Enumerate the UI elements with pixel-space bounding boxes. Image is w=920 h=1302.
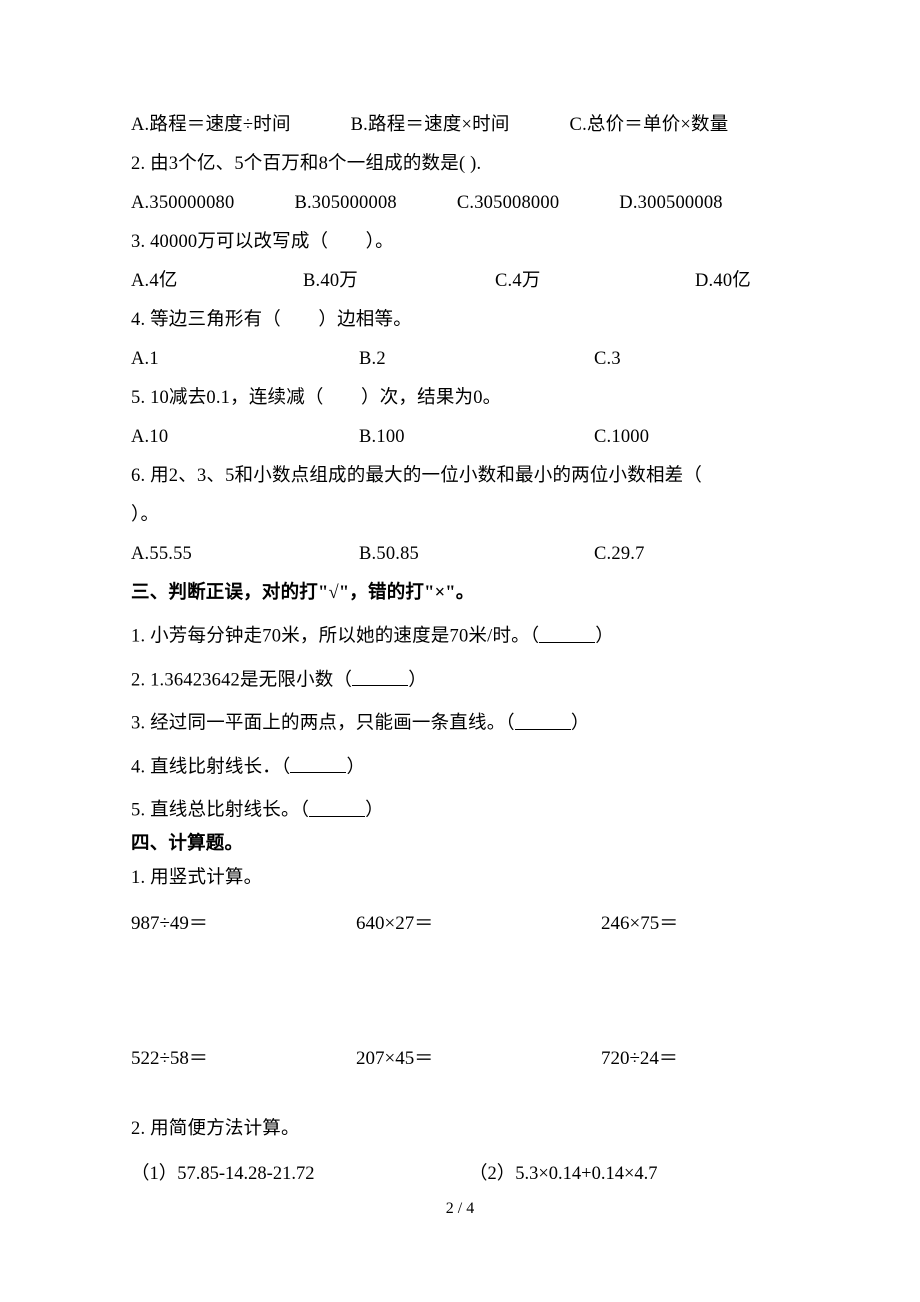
q2-optB: B.305000008 [294,194,396,213]
q2-optA: A.350000080 [131,194,234,213]
page-content: A.路程＝速度÷时间 B.路程＝速度×时间 C.总价＝单价×数量 2. 由3个亿… [131,116,789,1205]
q6-stem1: 6. 用2、3、5和小数点组成的最大的一位小数和最小的两位小数相差（ [131,467,789,486]
q3-options: A.4亿 B.40万 C.4万 D.40亿 [131,272,789,291]
q1-options: A.路程＝速度÷时间 B.路程＝速度×时间 C.总价＝单价×数量 [131,116,789,135]
calc-row1: 987÷49＝ 640×27＝ 246×75＝ [131,908,789,935]
section4-sub2: 2. 用简便方法计算。 [131,1120,789,1139]
q4-options: A.1 B.2 C.3 [131,350,789,369]
calc-row2: 522÷58＝ 207×45＝ 720÷24＝ [131,1043,789,1070]
convenience-row: （1）57.85-14.28-21.72 （2）5.3×0.14+0.14×4.… [131,1159,789,1185]
calc6: 720÷24＝ [601,1043,678,1070]
blank-icon [352,668,408,687]
page-number: 2 / 4 [0,1200,920,1218]
blank-icon [290,755,346,774]
q5-optC: C.1000 [594,428,649,447]
q4-stem: 4. 等边三角形有（ ）边相等。 [131,311,789,330]
calc3: 246×75＝ [601,908,678,935]
q3-optD: D.40亿 [695,272,751,291]
q2-optD: D.300500008 [619,194,722,213]
q1-optA: A.路程＝速度÷时间 [131,116,291,135]
conv1: （1）57.85-14.28-21.72 [131,1159,469,1185]
q5-options: A.10 B.100 C.1000 [131,428,789,447]
calc2: 640×27＝ [356,908,601,935]
conv2: （2）5.3×0.14+0.14×4.7 [469,1159,658,1185]
q5-optA: A.10 [131,428,359,447]
q5-stem: 5. 10减去0.1，连续减（ ）次，结果为0。 [131,389,789,408]
q1-optC: C.总价＝单价×数量 [570,116,729,135]
q4-optC: C.3 [594,350,621,369]
judge2: 2. 1.36423642是无限小数（） [131,667,789,690]
q4-optB: B.2 [359,350,594,369]
q3-optA: A.4亿 [131,272,303,291]
section4-sub1: 1. 用竖式计算。 [131,869,789,888]
q6-optA: A.55.55 [131,545,359,564]
blank-icon [539,624,595,643]
q2-optC: C.305008000 [457,194,559,213]
q3-optC: C.4万 [495,272,695,291]
q3-stem: 3. 40000万可以改写成（ ）。 [131,233,789,252]
q2-stem: 2. 由3个亿、5个百万和8个一组成的数是( ). [131,155,789,174]
q6-stem2: ）。 [131,506,789,525]
judge4: 4. 直线比射线长．（） [131,754,789,777]
section3-title: 三、判断正误，对的打"√"，错的打"×"。 [131,584,789,603]
q5-optB: B.100 [359,428,594,447]
calc5: 207×45＝ [356,1043,601,1070]
blank-icon [309,798,365,817]
calc1: 987÷49＝ [131,908,356,935]
q2-options: A.350000080 B.305000008 C.305008000 D.30… [131,194,789,213]
judge3: 3. 经过同一平面上的两点，只能画一条直线。（） [131,710,789,733]
calc4: 522÷58＝ [131,1043,356,1070]
q6-optB: B.50.85 [359,545,594,564]
judge5: 5. 直线总比射线长。（） [131,797,789,820]
q6-options: A.55.55 B.50.85 C.29.7 [131,545,789,564]
blank-icon [515,711,571,730]
q6-optC: C.29.7 [594,545,645,564]
q3-optB: B.40万 [303,272,495,291]
q4-optA: A.1 [131,350,359,369]
section4-title: 四、计算题。 [131,835,789,854]
q1-optB: B.路程＝速度×时间 [351,116,510,135]
judge1: 1. 小芳每分钟走70米，所以她的速度是70米/时。（） [131,623,789,646]
